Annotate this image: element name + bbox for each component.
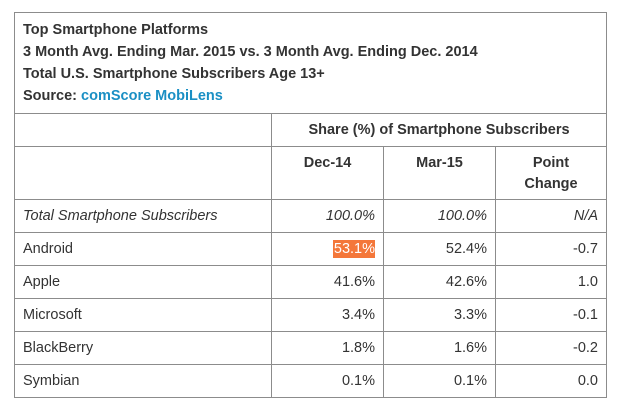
table-header-row: Top Smartphone Platforms 3 Month Avg. En… [13,12,608,114]
value-point-change: -0.7 [494,232,608,266]
value-mar15: 100.0% [383,199,496,233]
row-label: Total Smartphone Subscribers [14,199,272,233]
row-label: Android [14,232,272,266]
table-row: Android 53.1% 52.4% -0.7 [14,232,608,266]
empty-corner-cell [14,113,272,147]
value-dec14: 41.6% [271,265,384,299]
table-subtitle: 3 Month Avg. Ending Mar. 2015 vs. 3 Mont… [23,44,478,60]
table-row: Total Smartphone Subscribers 100.0% 100.0%… [14,199,608,233]
row-label: Apple [14,265,272,299]
column-header-dec14: Dec-14 [271,146,384,200]
table-title: Top Smartphone Platforms [23,22,209,38]
value-mar15: 42.6% [383,265,496,299]
value-dec14: 0.1% [271,364,384,398]
table-row: Symbian 0.1% 0.1% 0.0 [14,364,608,398]
row-label: BlackBerry [14,331,272,365]
highlighted-value: 53.1% [332,240,375,258]
value-mar15: 1.6% [383,331,496,365]
table-source: Source: comScore MobiLens [23,85,598,107]
value-point-change: 1.0 [494,265,608,299]
table-population: Total U.S. Smartphone Subscribers Age 13… [23,66,325,82]
platform-share-table: Top Smartphone Platforms 3 Month Avg. En… [13,12,608,398]
column-header-point-change: Point Change [494,146,608,200]
table-header: Top Smartphone Platforms 3 Month Avg. En… [13,12,608,114]
column-header-row: Dec-14 Mar-15 Point Change [14,146,608,200]
empty-label-header-cell [14,146,272,200]
share-group-header: Share (%) of Smartphone Subscribers [270,113,608,147]
value-point-change: -0.1 [494,298,608,332]
table-row: Apple 41.6% 42.6% 1.0 [14,265,608,299]
value-dec14: 1.8% [271,331,384,365]
table-body: Total Smartphone Subscribers 100.0% 100.0%… [14,199,608,398]
group-header-row: Share (%) of Smartphone Subscribers [14,113,608,147]
platform-share-table-container: Top Smartphone Platforms 3 Month Avg. En… [13,12,608,398]
row-label: Microsoft [14,298,272,332]
value-dec14: 3.4% [271,298,384,332]
table-row: BlackBerry 1.8% 1.6% -0.2 [14,331,608,365]
row-label: Symbian [14,364,272,398]
value-mar15: 52.4% [383,232,496,266]
value-dec14: 53.1% [271,232,384,266]
value-point-change: 0.0 [494,364,608,398]
table-row: Microsoft 3.4% 3.3% -0.1 [14,298,608,332]
value-point-change: -0.2 [494,331,608,365]
value-point-change: N/A [494,199,608,233]
source-link[interactable]: comScore MobiLens [81,88,223,104]
value-dec14: 100.0% [271,199,384,233]
column-header-mar15: Mar-15 [383,146,496,200]
value-mar15: 0.1% [383,364,496,398]
source-label: Source: [23,88,77,104]
value-mar15: 3.3% [383,298,496,332]
